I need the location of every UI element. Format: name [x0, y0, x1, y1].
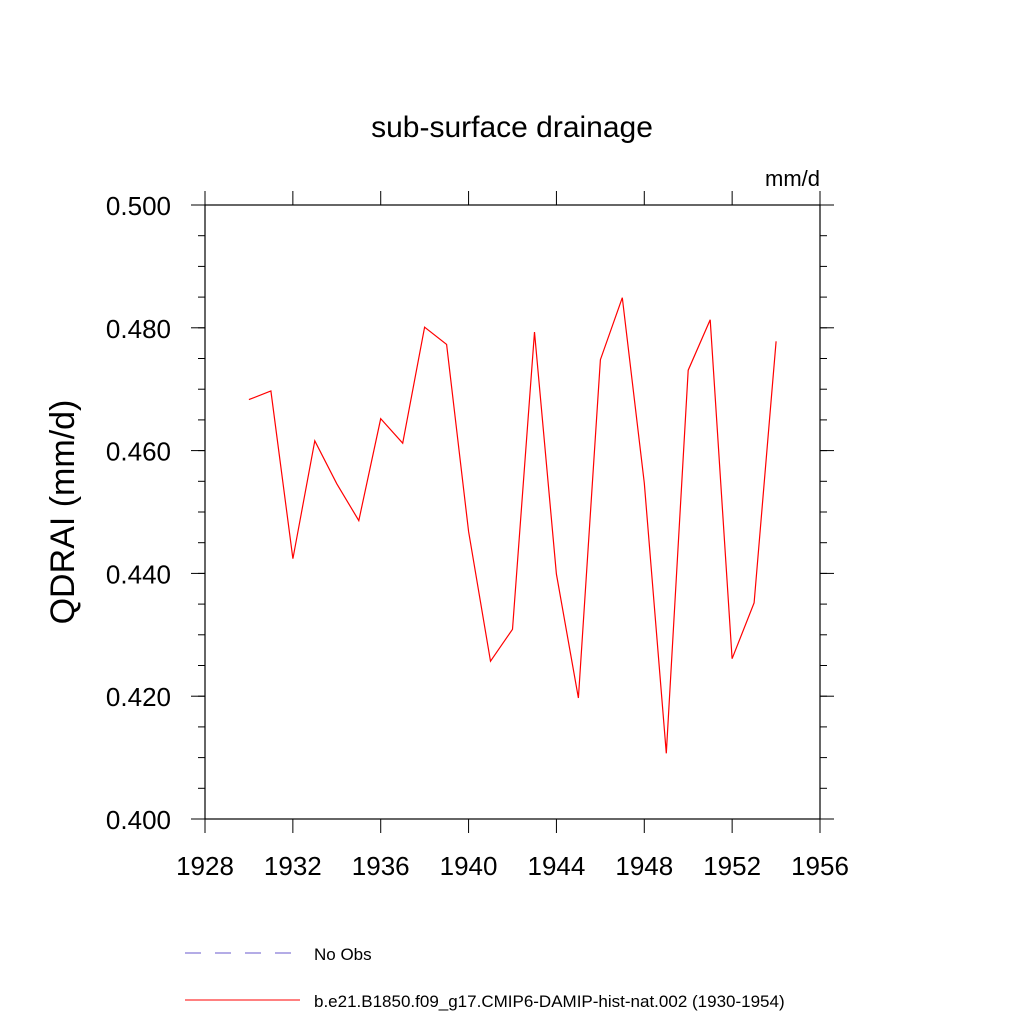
y-tick-label: 0.440 — [106, 559, 171, 589]
x-tick-label: 1932 — [264, 851, 322, 881]
y-tick-labels: 0.400 0.420 0.440 0.460 0.480 0.500 — [106, 191, 171, 835]
legend-label: No Obs — [314, 945, 372, 964]
y-tick-label: 0.500 — [106, 191, 171, 221]
series-line — [248, 297, 777, 754]
x-tick-label: 1928 — [176, 851, 234, 881]
y-axis-label: QDRAI (mm/d) — [44, 400, 82, 625]
x-tick-label: 1956 — [791, 851, 849, 881]
axis-ticks — [191, 191, 834, 833]
units-label: mm/d — [765, 166, 820, 191]
chart-title: sub-surface drainage — [371, 111, 653, 144]
y-tick-label: 0.420 — [106, 682, 171, 712]
x-tick-label: 1936 — [352, 851, 410, 881]
x-tick-label: 1948 — [615, 851, 673, 881]
series-layer — [248, 297, 777, 754]
legend-label: b.e21.B1850.f09_g17.CMIP6-DAMIP-hist-nat… — [314, 992, 785, 1011]
plot-frame — [204, 204, 821, 820]
legend: No Obs b.e21.B1850.f09_g17.CMIP6-DAMIP-hi… — [185, 945, 785, 1011]
y-tick-label: 0.460 — [106, 437, 171, 467]
x-tick-label: 1944 — [528, 851, 586, 881]
x-tick-label: 1940 — [440, 851, 498, 881]
y-tick-label: 0.400 — [106, 805, 171, 835]
y-tick-label: 0.480 — [106, 314, 171, 344]
x-tick-labels: 1928 1932 1936 1940 1944 1948 1952 1956 — [176, 851, 849, 881]
x-tick-label: 1952 — [703, 851, 761, 881]
